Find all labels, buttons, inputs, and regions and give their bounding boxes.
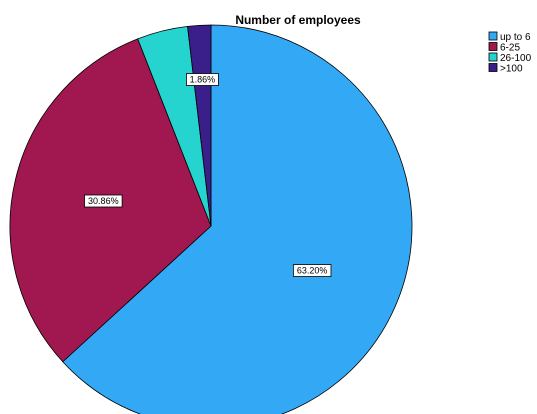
legend-swatch: [488, 52, 498, 62]
data-label-6-25: 30.86%: [84, 194, 123, 208]
legend-label: up to 6: [500, 32, 531, 43]
data-label-box: [292, 264, 332, 277]
legend-item-6-25: 6-25: [488, 42, 520, 54]
data-label-text: 63.20%: [297, 266, 328, 276]
legend-item-up-to-6: up to 6: [488, 31, 531, 43]
legend-swatch: [488, 63, 498, 72]
legend-swatch: [488, 42, 498, 51]
pie-data-labels: 63.20% 30.86% 1.86%: [84, 73, 332, 277]
chart-title: Number of employees: [235, 13, 361, 27]
legend-label: 26-100: [500, 53, 532, 64]
data-label-100: 1.86%: [186, 73, 219, 86]
data-label-box: [84, 194, 123, 208]
data-label-text: 1.86%: [190, 75, 216, 85]
data-label-text: 30.86%: [88, 196, 119, 206]
legend-item-26-100: 26-100: [488, 52, 532, 64]
legend-swatch: [488, 31, 498, 41]
legend-label: 6-25: [500, 43, 520, 54]
legend-item-100: >100: [488, 63, 523, 75]
data-label-up-to-6: 63.20%: [292, 264, 332, 277]
pie-slice-up-to-6: [62, 24, 413, 414]
data-label-box: [186, 73, 219, 86]
legend-label: >100: [500, 64, 523, 75]
